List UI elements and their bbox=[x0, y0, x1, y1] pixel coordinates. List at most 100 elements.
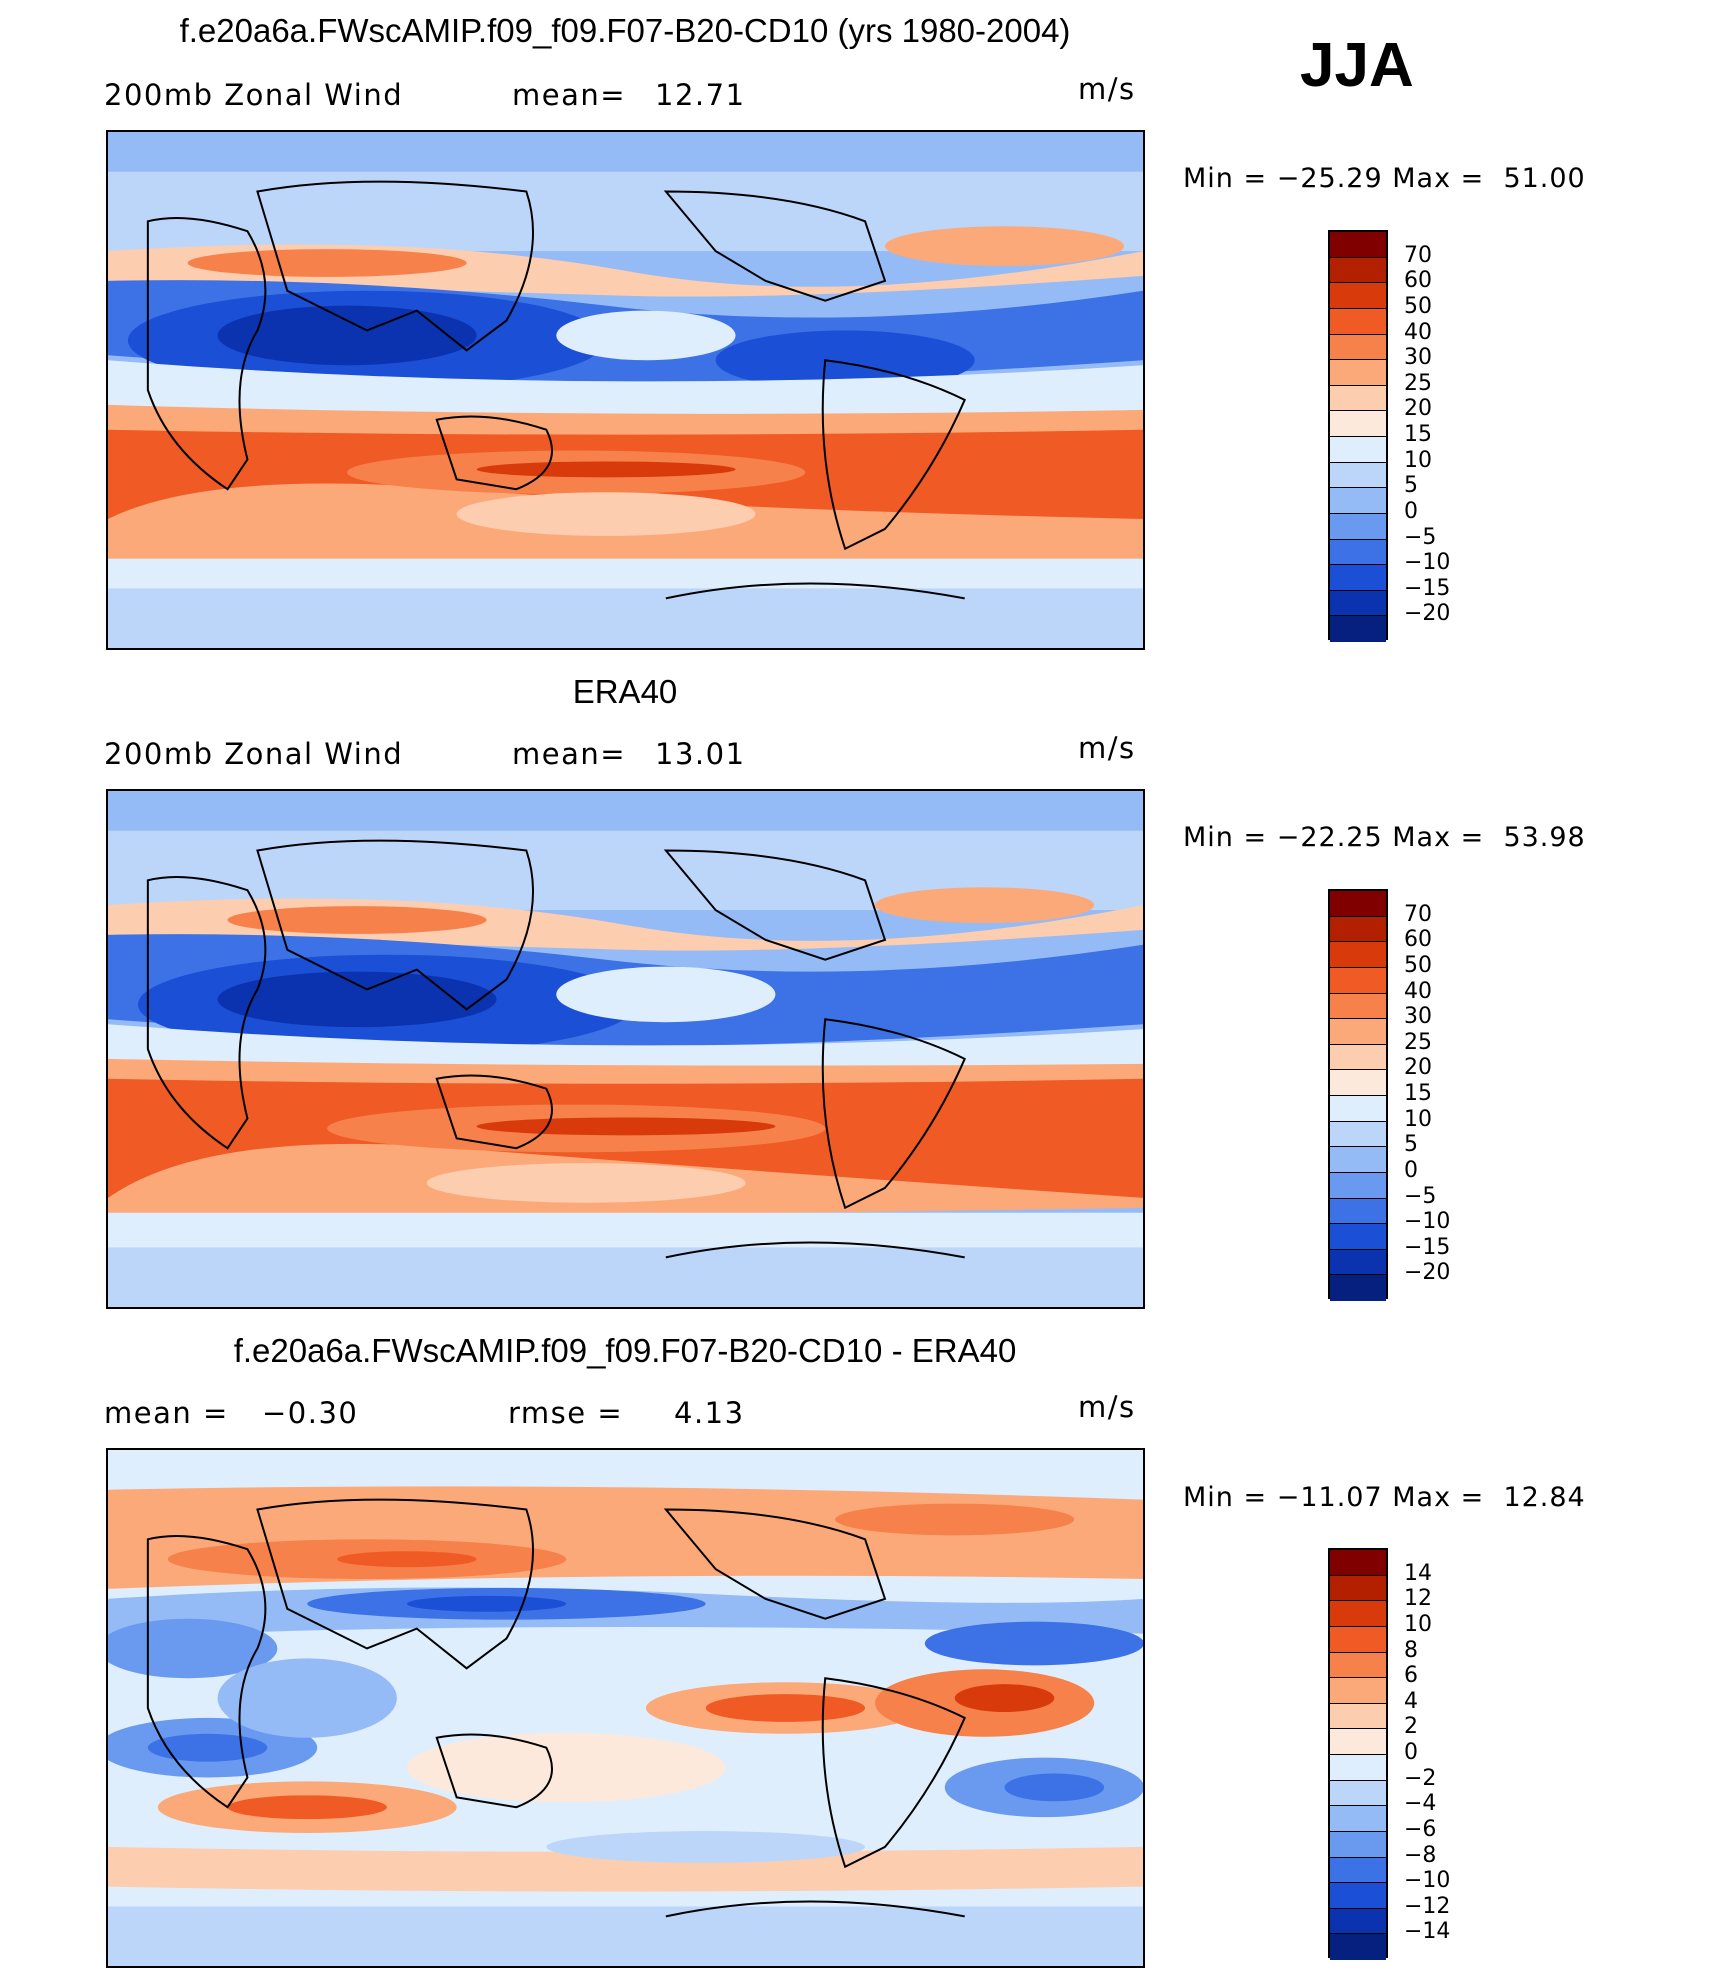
colorbar-tick-label: 60 bbox=[1404, 927, 1432, 953]
colorbar-swatch bbox=[1330, 1806, 1386, 1832]
panel-3-mean-value: −0.30 bbox=[262, 1396, 359, 1430]
colorbar-tick-label: −15 bbox=[1404, 575, 1451, 601]
colorbar-swatch bbox=[1330, 1857, 1386, 1884]
colorbar-tick-label: 40 bbox=[1404, 319, 1432, 345]
panel-3-rmse-label: rmse = bbox=[508, 1396, 624, 1430]
colorbar-tick-label: −20 bbox=[1404, 601, 1451, 627]
panel-3-rmse-value: 4.13 bbox=[674, 1396, 745, 1430]
panel-3-map bbox=[106, 1448, 1145, 1968]
colorbar-swatch bbox=[1330, 334, 1386, 361]
colorbar-tick-label: 5 bbox=[1404, 1132, 1418, 1158]
colorbar-swatch bbox=[1330, 1224, 1386, 1250]
colorbar-swatch bbox=[1330, 1780, 1386, 1807]
panel-2-map bbox=[106, 789, 1145, 1309]
colorbar-swatch bbox=[1330, 1575, 1386, 1602]
colorbar-tick-label: 10 bbox=[1404, 1106, 1432, 1132]
colorbar-tick-label: 2 bbox=[1404, 1714, 1418, 1740]
colorbar-tick-label: −15 bbox=[1404, 1234, 1451, 1260]
colorbar-swatch bbox=[1330, 360, 1386, 386]
colorbar-tick-label: 15 bbox=[1404, 422, 1432, 447]
colorbar-tick-label: 15 bbox=[1404, 1081, 1432, 1106]
panel-1-title: f.e20a6a.FWscAMIP.f09_f09.F07-B20-CD10 (… bbox=[179, 12, 1071, 49]
colorbar-swatch bbox=[1330, 1044, 1386, 1071]
colorbar-tick-label: 30 bbox=[1404, 1004, 1432, 1030]
colorbar-swatch bbox=[1330, 539, 1386, 566]
colorbar-swatch bbox=[1330, 1275, 1386, 1301]
colorbar-swatch bbox=[1330, 1729, 1386, 1755]
panel-2-title: ERA40 bbox=[572, 673, 678, 710]
colorbar-tick-label: 0 bbox=[1404, 1740, 1418, 1765]
colorbar-tick-label: 8 bbox=[1404, 1637, 1418, 1663]
panel-1-min-label: Min = bbox=[1183, 163, 1268, 194]
panel-2-colorbar bbox=[1328, 889, 1388, 1301]
colorbar-tick-label: 40 bbox=[1404, 978, 1432, 1004]
colorbar-tick-label: 10 bbox=[1404, 447, 1432, 473]
panel-1-field-label: 200mb Zonal Wind bbox=[104, 78, 404, 112]
panel-1-map bbox=[106, 130, 1145, 650]
panel-2-minmax: Min = −22.25 Max = 53.98 bbox=[1183, 822, 1586, 853]
colorbar-swatch bbox=[1330, 462, 1386, 489]
colorbar-swatch bbox=[1330, 308, 1386, 335]
colorbar-tick-label: 12 bbox=[1404, 1586, 1432, 1612]
panel-2-max-value: 53.98 bbox=[1503, 822, 1586, 853]
colorbar-tick-label: −5 bbox=[1404, 1183, 1437, 1209]
colorbar-tick-label: 14 bbox=[1404, 1560, 1432, 1586]
panel-1-colorbar bbox=[1328, 230, 1388, 642]
colorbar-tick-label: 30 bbox=[1404, 345, 1432, 371]
panel-3-mean-label: mean = bbox=[104, 1396, 229, 1430]
colorbar-swatch bbox=[1330, 967, 1386, 994]
panel-3-min-label: Min = bbox=[1183, 1482, 1268, 1513]
colorbar-swatch bbox=[1330, 257, 1386, 284]
colorbar-swatch bbox=[1330, 411, 1386, 437]
colorbar-swatch bbox=[1330, 1147, 1386, 1173]
colorbar-swatch bbox=[1330, 1883, 1386, 1909]
colorbar-swatch bbox=[1330, 1070, 1386, 1096]
colorbar-tick-label: 0 bbox=[1404, 498, 1418, 524]
colorbar-swatch bbox=[1330, 1626, 1386, 1653]
colorbar-tick-label: −8 bbox=[1404, 1842, 1437, 1868]
colorbar-swatch bbox=[1330, 565, 1386, 591]
colorbar-swatch bbox=[1330, 1096, 1386, 1122]
panel-2-mean-label: mean= bbox=[512, 737, 627, 771]
colorbar-swatch bbox=[1330, 1019, 1386, 1045]
colorbar-swatch bbox=[1330, 283, 1386, 309]
colorbar-tick-label: 50 bbox=[1404, 952, 1432, 978]
panel-1-max-value: 51.00 bbox=[1503, 163, 1586, 194]
panel-2-max-label: Max = bbox=[1392, 822, 1485, 853]
panel-2-min-value: −22.25 bbox=[1276, 822, 1383, 853]
colorbar-tick-label: 4 bbox=[1404, 1688, 1418, 1714]
panel-2-units: m/s bbox=[1078, 731, 1136, 765]
colorbar-tick-label: −10 bbox=[1404, 550, 1451, 576]
colorbar-tick-label: −12 bbox=[1404, 1893, 1451, 1919]
colorbar-swatch bbox=[1330, 916, 1386, 943]
colorbar-swatch bbox=[1330, 385, 1386, 412]
panel-1-max-label: Max = bbox=[1392, 163, 1485, 194]
colorbar-tick-label: 20 bbox=[1404, 396, 1432, 422]
panel-1-minmax: Min = −25.29 Max = 51.00 bbox=[1183, 163, 1586, 194]
colorbar-swatch bbox=[1330, 232, 1386, 258]
colorbar-tick-label: 25 bbox=[1404, 370, 1432, 396]
colorbar-swatch bbox=[1330, 1908, 1386, 1935]
colorbar-swatch bbox=[1330, 1831, 1386, 1858]
colorbar-tick-label: 25 bbox=[1404, 1029, 1432, 1055]
colorbar-swatch bbox=[1330, 513, 1386, 540]
colorbar-tick-label: −6 bbox=[1404, 1816, 1437, 1842]
colorbar-tick-label: 70 bbox=[1404, 242, 1432, 268]
panel-2-mean-value: 13.01 bbox=[655, 737, 746, 771]
colorbar-tick-label: 60 bbox=[1404, 268, 1432, 294]
colorbar-tick-label: 20 bbox=[1404, 1055, 1432, 1081]
colorbar-tick-label: −5 bbox=[1404, 524, 1437, 550]
colorbar-swatch bbox=[1330, 1678, 1386, 1704]
panel-3-minmax: Min = −11.07 Max = 12.84 bbox=[1183, 1482, 1586, 1513]
colorbar-tick-label: 6 bbox=[1404, 1663, 1418, 1689]
colorbar-swatch bbox=[1330, 616, 1386, 642]
panel-1-min-value: −25.29 bbox=[1276, 163, 1383, 194]
panel-1-units: m/s bbox=[1078, 72, 1136, 106]
colorbar-swatch bbox=[1330, 942, 1386, 968]
panel-3-max-label: Max = bbox=[1392, 1482, 1485, 1513]
colorbar-swatch bbox=[1330, 993, 1386, 1020]
colorbar-swatch bbox=[1330, 1652, 1386, 1679]
colorbar-swatch bbox=[1330, 488, 1386, 514]
colorbar-tick-label: 10 bbox=[1404, 1611, 1432, 1637]
colorbar-swatch bbox=[1330, 891, 1386, 917]
